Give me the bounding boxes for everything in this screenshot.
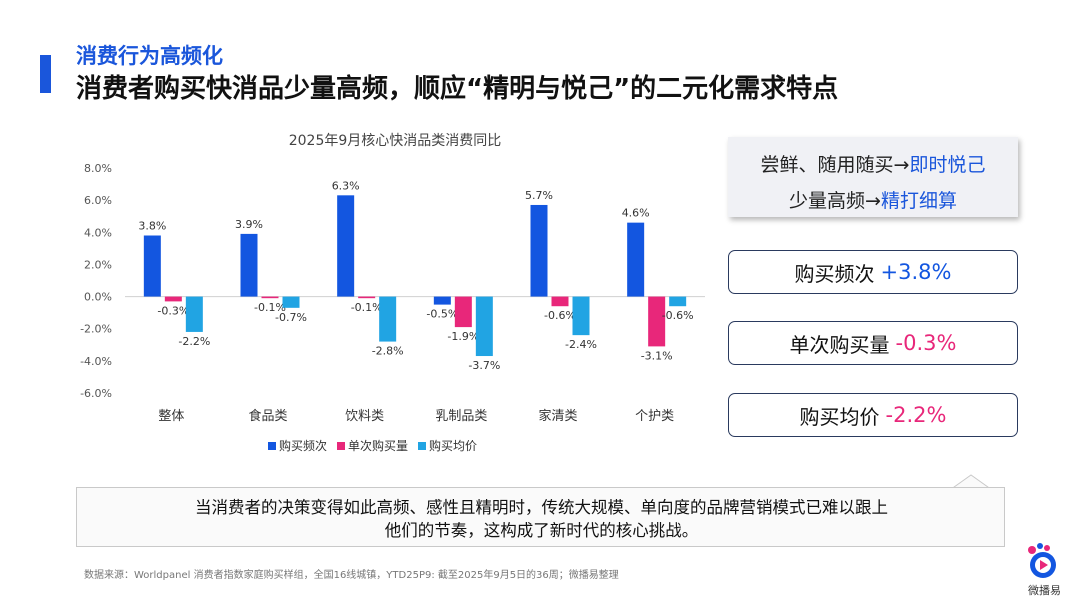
bar-chart: 8.0% 6.0% 4.0% 2.0% 0.0% -2.0% -4.0% -6.0% 3.8% -… [80,162,705,424]
metric-value-frequency: +3.8% [880,260,952,284]
bar [240,233,258,297]
data-label: 6.3% [332,179,360,192]
data-label: -0.6% [544,309,576,322]
data-label: 5.7% [525,189,553,202]
bar [164,296,182,302]
callout-line-1: 当消费者的决策变得如此高频、感性且精明时，传统大规模、单向度的品牌营销模式已难以… [195,498,888,517]
metric-label-volume: 单次购买量 [789,332,890,357]
data-label: -0.1% [351,301,383,314]
legend-swatch-volume [337,441,346,450]
insight-line-1-prefix: 尝鲜、随用随买→ [760,154,910,176]
metric-card-frequency: 购买频次 +3.8% [728,250,1018,294]
data-label: -0.6% [662,309,694,322]
y-tick-label: -4.0% [80,355,112,368]
x-tick-label: 整体 [158,409,184,424]
conclusion-callout: 当消费者的决策变得如此高频、感性且精明时，传统大规模、单向度的品牌营销模式已难以… [76,487,1005,547]
bar [282,296,300,308]
data-source-note: 数据来源：Worldpanel 消费者指数家庭购买样组，全国16线城镇，YTD2… [84,570,619,581]
bar [261,296,279,299]
y-tick-label: -6.0% [80,387,112,400]
bar [572,296,590,336]
chart-legend: 购买频次 单次购买量 购买均价 [268,437,477,454]
y-tick-label: 0.0% [84,291,112,304]
bar [454,296,472,328]
legend-label-price: 购买均价 [429,439,478,453]
bar [627,222,645,297]
bar [551,296,569,307]
y-tick-label: 6.0% [84,194,112,207]
x-tick-label: 饮料类 [345,409,384,424]
x-tick-label: 食品类 [248,408,287,424]
bar [669,296,687,307]
data-label: -2.4% [565,338,597,351]
bar [530,204,548,297]
legend-label-volume: 单次购买量 [348,439,409,453]
bar [185,296,203,332]
insight-line-2-highlight: 精打细算 [880,190,957,212]
data-label: 4.6% [622,207,650,220]
legend-item-frequency: 购买频次 [268,437,327,454]
legend-item-volume: 单次购买量 [337,437,408,454]
x-tick-label: 乳制品类 [435,409,487,424]
insight-line-1-highlight: 即时悦己 [909,154,986,176]
insight-line-2: 少量高频→精打细算 [728,186,1018,213]
bar [143,235,161,297]
metric-value-price: -2.2% [885,403,947,427]
x-tick-label: 家清类 [538,408,577,424]
legend-item-price: 购买均价 [418,437,477,454]
data-label: -0.7% [275,311,307,324]
legend-swatch-price [418,441,427,450]
callout-line-2: 他们的节奏，这构成了新时代的核心挑战。 [384,521,699,540]
y-tick-label: 2.0% [84,258,112,271]
title-accent-bar [40,55,51,93]
metric-value-volume: -0.3% [895,331,957,355]
y-tick-label: 8.0% [84,162,112,175]
metric-label-frequency: 购买频次 [794,261,875,286]
metric-card-price: 购买均价 -2.2% [728,393,1018,437]
data-label: -1.9% [447,330,479,343]
brand-name: 微播易 [1028,584,1061,597]
y-tick-label: -2.0% [80,323,112,336]
data-label: 3.8% [138,220,166,233]
data-label: -3.7% [468,359,500,372]
data-label: -2.8% [372,345,404,358]
data-label: -0.5% [426,308,458,321]
bar [648,296,666,347]
data-label: -0.1% [254,301,286,314]
bar [379,296,397,342]
data-label: 3.9% [235,218,263,231]
chart-title: 2025年9月核心快消品类消费同比 [288,133,502,149]
data-label: -2.2% [178,335,210,348]
data-label: -0.3% [157,304,189,317]
bar [475,296,493,357]
legend-swatch-frequency [268,441,276,450]
data-label: -3.1% [641,349,673,362]
bar [433,296,451,305]
metric-label-price: 购买均价 [799,404,880,429]
insight-line-1: 尝鲜、随用随买→即时悦己 [728,150,1018,177]
legend-label-frequency: 购买频次 [279,439,328,453]
y-tick-label: 4.0% [84,226,112,239]
section-subtitle: 消费行为高频化 [76,44,223,68]
insight-line-2-prefix: 少量高频→ [789,190,881,212]
brand-logo-icon [1028,543,1056,578]
x-tick-label: 个护类 [635,409,674,424]
metric-card-volume: 单次购买量 -0.3% [728,321,1018,365]
page-title: 消费者购买快消品少量高频，顺应“精明与悦己”的二元化需求特点 [76,74,839,104]
bar [337,195,355,297]
bar [358,296,376,299]
insight-box: 尝鲜、随用随买→即时悦己 少量高频→精打细算 [728,137,1018,217]
